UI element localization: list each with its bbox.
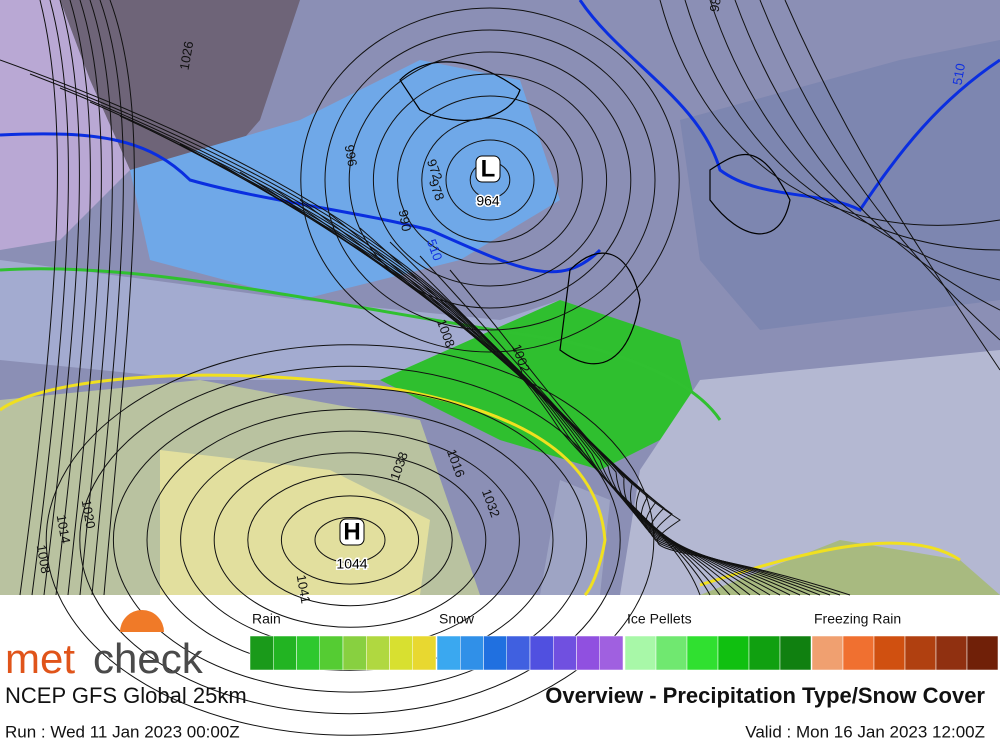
isobar: [103, 0, 135, 596]
isobar-label: 972: [424, 157, 446, 183]
isobar: [709, 0, 1000, 281]
legend-label: Rain: [252, 611, 281, 627]
isobar: [79, 365, 621, 715]
center-badge: [475, 155, 501, 183]
map: [0, 0, 1000, 736]
isobar: [372, 73, 608, 287]
legend-swatch: [529, 635, 554, 671]
run-time: Run : Wed 11 Jan 2023 00:00Z: [5, 722, 240, 741]
isobar: [324, 29, 656, 331]
center-pressure: 1044: [336, 556, 367, 572]
isobar: [146, 409, 554, 671]
isobar: [314, 517, 386, 563]
legend-swatch: [686, 635, 719, 671]
legend-swatch: [412, 635, 437, 671]
isobar-label: 1041: [294, 574, 314, 605]
legend-swatch: [506, 635, 531, 671]
isobar: [397, 95, 583, 265]
center-badge: [339, 518, 365, 546]
legend-swatch: [460, 635, 484, 671]
legend-swatch: [599, 635, 624, 671]
valid-time: Valid : Mon 16 Jan 2023 12:00Z: [745, 722, 985, 741]
isobar-label: 996: [342, 144, 361, 168]
isobar: [79, 0, 113, 596]
center-pressure: 964: [476, 193, 500, 209]
isobar: [348, 51, 632, 309]
isobar: [445, 139, 535, 221]
isobar: [449, 269, 851, 596]
isobar: [759, 0, 1000, 341]
legend-swatch: [366, 635, 390, 671]
isobar: [300, 7, 680, 353]
legend-swatch: [935, 635, 968, 671]
isobar: [43, 0, 80, 596]
legend-swatch: [389, 635, 413, 671]
legend-swatch: [842, 635, 875, 671]
isobar-label: 990: [396, 209, 415, 233]
legend-swatch: [273, 635, 297, 671]
isobar: [734, 0, 1000, 311]
model: NCEP GFS Global 25km: [5, 683, 247, 708]
isobar: [421, 117, 559, 243]
chart-title: Overview - Precipitation Type/Snow Cover: [545, 683, 985, 708]
isobar: [247, 473, 453, 607]
legend-swatch: [624, 635, 657, 671]
isobar: [67, 0, 102, 596]
legend-swatch: [904, 635, 937, 671]
brand-met: met: [5, 635, 75, 682]
legend-swatch: [966, 635, 999, 671]
isobar-label: 1026: [177, 40, 197, 71]
legend-swatch: [811, 635, 844, 671]
legend-swatch: [576, 635, 600, 671]
legend-label: Snow: [439, 611, 475, 627]
legend-swatch: [436, 635, 461, 671]
isobar: [213, 452, 487, 628]
isobar-label: 1014: [54, 514, 74, 545]
isobar-label: 981: [707, 0, 726, 13]
legend-swatch: [655, 635, 688, 671]
legend-swatch: [249, 635, 274, 671]
isobar: [19, 0, 58, 596]
isobar: [91, 0, 124, 596]
legend-swatch: [748, 635, 781, 671]
legend-label: Freezing Rain: [814, 611, 901, 627]
legend-swatch: [296, 635, 320, 671]
isobar: [112, 387, 588, 693]
center-symbol: L: [481, 155, 496, 182]
legend-swatch: [873, 635, 906, 671]
thickness-label: 510: [424, 237, 446, 263]
isobar-label: 978: [426, 177, 448, 203]
isobar: [659, 0, 1000, 226]
legend-swatch: [342, 635, 367, 671]
legend-swatch: [319, 635, 344, 671]
isobar: [684, 0, 1000, 251]
isobar: [280, 495, 420, 585]
legend-swatch: [553, 635, 577, 671]
brand-check: check: [93, 635, 204, 682]
isobar: [55, 0, 91, 596]
center-symbol: H: [343, 518, 360, 545]
legend-swatch: [717, 635, 750, 671]
isobar: [784, 0, 1000, 371]
isobar-label: 1020: [79, 499, 99, 530]
legend-label: Ice Pellets: [627, 611, 692, 627]
isobar: [45, 344, 655, 736]
legend-swatch: [779, 635, 812, 671]
legend-swatch: [483, 635, 507, 671]
thickness-label: 510: [950, 62, 969, 86]
isobar-label: 1008: [34, 544, 54, 575]
isobar: [31, 0, 69, 596]
brand-sun: [120, 610, 164, 632]
